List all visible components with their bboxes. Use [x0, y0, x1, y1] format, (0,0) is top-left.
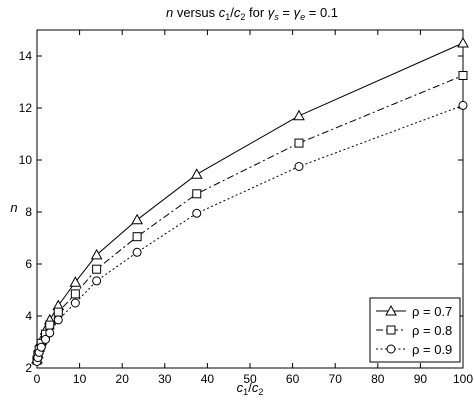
triangle-marker	[457, 36, 469, 48]
circle-marker	[41, 334, 51, 344]
legend-label: ρ = 0.7	[412, 304, 452, 319]
y-axis-label: n	[10, 200, 17, 215]
square-marker	[386, 325, 396, 335]
circle-marker	[132, 247, 142, 257]
square-marker	[192, 189, 202, 199]
circle-marker	[192, 208, 202, 218]
chart-title: n versus c1/c2 for γs = γe = 0.1	[166, 5, 338, 22]
legend-label: ρ = 0.9	[412, 342, 452, 357]
y-tick-label: 2	[25, 361, 32, 375]
x-tick-label: 70	[329, 372, 343, 386]
y-tick-label: 12	[19, 101, 33, 115]
x-tick-label: 100	[453, 372, 473, 386]
circle-marker	[294, 162, 304, 171]
x-tick-label: 80	[371, 372, 385, 386]
square-marker	[294, 138, 304, 148]
plot-area: 0 10 20 30 40 50 60 70 80 90 100 2 4 6 8 10 12 14 ρ = 0.7 ρ…	[19, 29, 473, 386]
y-tick-label: 4	[25, 309, 32, 323]
triangle-marker	[385, 304, 397, 316]
y-tick-label: 14	[19, 49, 33, 63]
square-marker	[70, 289, 80, 299]
x-tick-label: 40	[201, 372, 215, 386]
triangle-marker	[69, 276, 82, 287]
y-tick-label: 10	[19, 153, 33, 167]
x-axis-label: c1/c2	[237, 380, 264, 397]
square-marker	[132, 232, 142, 242]
y-tick-label: 8	[25, 205, 32, 219]
x-tick-label: 30	[158, 372, 172, 386]
circle-marker	[458, 100, 468, 110]
triangle-marker	[131, 213, 143, 225]
circle-marker	[386, 344, 396, 354]
circle-marker	[53, 315, 63, 325]
x-tick-label: 0	[34, 372, 41, 386]
triangle-marker	[293, 109, 305, 121]
circle-marker	[36, 342, 46, 352]
circle-marker	[45, 328, 55, 338]
circle-marker	[70, 298, 80, 308]
legend-box	[369, 297, 461, 363]
x-tick-label: 10	[73, 372, 87, 386]
square-marker	[92, 264, 102, 274]
legend-label: ρ = 0.8	[412, 323, 452, 338]
circle-marker	[92, 276, 102, 286]
triangle-marker	[90, 248, 103, 260]
triangle-marker	[190, 168, 203, 179]
x-tick-label: 50	[243, 372, 257, 386]
x-tick-label: 20	[116, 372, 130, 386]
y-tick-label: 6	[25, 257, 32, 271]
x-tick-label: 90	[414, 372, 428, 386]
x-tick-label: 60	[286, 372, 300, 386]
square-marker	[53, 307, 63, 317]
square-marker	[458, 71, 468, 80]
